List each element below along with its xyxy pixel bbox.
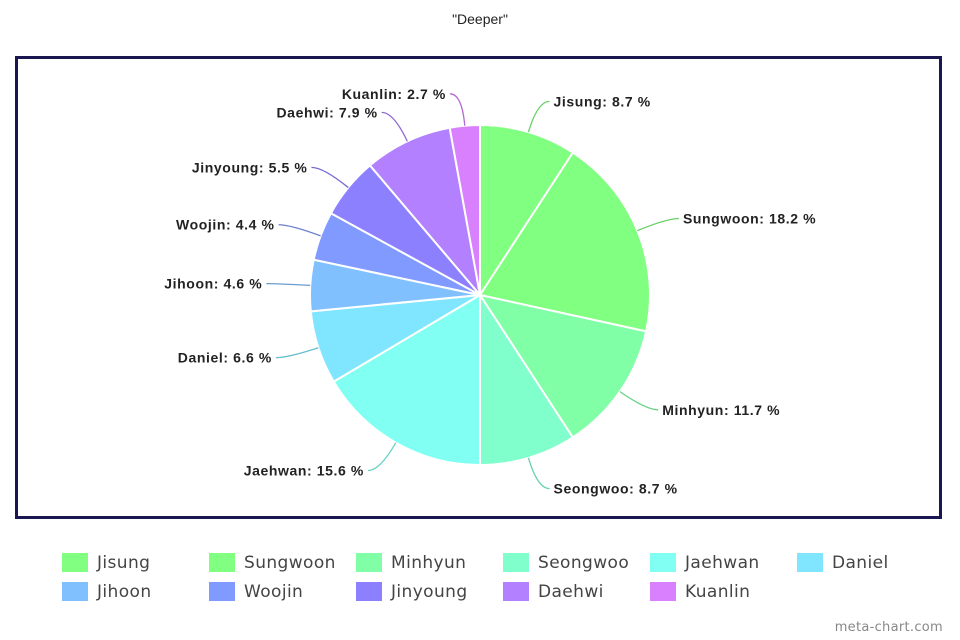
legend: Jisung Sungwoon Minhyun Seongwoo Jaehwan Dani…: [62, 548, 922, 606]
legend-item-sungwoon[interactable]: Sungwoon: [209, 548, 356, 577]
legend-item-jinyoung[interactable]: Jinyoung: [356, 577, 503, 606]
legend-swatch: [503, 553, 529, 572]
watermark: meta-chart.com: [834, 620, 943, 635]
legend-swatch: [356, 553, 382, 572]
legend-label: Daniel: [832, 552, 889, 573]
legend-label: Jisung: [97, 552, 151, 573]
label-connector-jisung: [527, 100, 550, 133]
legend-label: Daehwi: [538, 581, 604, 602]
pie-slice-jaehwan: [332, 293, 481, 467]
legend-item-woojin[interactable]: Woojin: [209, 577, 356, 606]
legend-label: Seongwoo: [538, 552, 630, 573]
legend-item-jihoon[interactable]: Jihoon: [62, 577, 209, 606]
legend-item-daniel[interactable]: Daniel: [797, 548, 944, 577]
slice-label-woojin: Woojin: 4.4 %: [176, 217, 275, 233]
label-connector-jinyoung: [311, 166, 349, 189]
plot-area-frame: [15, 56, 942, 519]
slice-label-seongwoo: Seongwoo: 8.7 %: [554, 481, 678, 497]
legend-label: Kuanlin: [685, 581, 751, 602]
label-connector-kuanlin: [449, 93, 466, 126]
legend-item-seongwoo[interactable]: Seongwoo: [503, 548, 650, 577]
slice-label-jisung: Jisung: 8.7 %: [554, 93, 651, 109]
slice-label-daehwi: Daehwi: 7.9 %: [276, 104, 377, 120]
legend-label: Woojin: [244, 581, 304, 602]
legend-swatch: [797, 553, 823, 572]
label-connector-minhyun: [619, 391, 659, 411]
slice-label-jinyoung: Jinyoung: 5.5 %: [192, 159, 308, 175]
legend-item-kuanlin[interactable]: Kuanlin: [650, 577, 797, 606]
legend-item-jaehwan[interactable]: Jaehwan: [650, 548, 797, 577]
legend-swatch: [356, 582, 382, 601]
legend-swatch: [62, 553, 88, 572]
legend-label: Jihoon: [97, 581, 152, 602]
legend-swatch: [650, 582, 676, 601]
legend-item-daehwi[interactable]: Daehwi: [503, 577, 650, 606]
label-connector-jihoon: [266, 282, 311, 287]
legend-item-jisung[interactable]: Jisung: [62, 548, 209, 577]
label-connector-woojin: [278, 224, 321, 237]
label-connector-daehwi: [381, 111, 408, 142]
pie-slice-daehwi: [368, 126, 482, 299]
legend-swatch: [209, 553, 235, 572]
legend-row: Jihoon Woojin Jinyoung Daehwi Kuanlin: [62, 577, 922, 606]
pie-slice-minhyun: [477, 293, 648, 439]
legend-swatch: [503, 582, 529, 601]
pie-slice-sungwoon: [478, 151, 651, 333]
slice-label-jaehwan: Jaehwan: 15.6 %: [244, 462, 364, 478]
legend-row: Jisung Sungwoon Minhyun Seongwoo Jaehwan Dani…: [62, 548, 922, 577]
slice-label-jihoon: Jihoon: 4.6 %: [164, 276, 262, 292]
slice-label-daniel: Daniel: 6.6 %: [178, 350, 272, 366]
label-connector-jaehwan: [367, 442, 397, 472]
slice-label-sungwoon: Sungwoon: 18.2 %: [683, 210, 816, 226]
legend-label: Sungwoon: [244, 552, 336, 573]
legend-label: Jaehwan: [685, 552, 760, 573]
label-connector-seongwoo: [527, 457, 550, 490]
label-connector-sungwoon: [637, 217, 679, 232]
legend-swatch: [650, 553, 676, 572]
slice-label-kuanlin: Kuanlin: 2.7 %: [342, 86, 446, 102]
label-connector-daniel: [275, 347, 319, 359]
legend-swatch: [209, 582, 235, 601]
legend-item-minhyun[interactable]: Minhyun: [356, 548, 503, 577]
legend-label: Jinyoung: [391, 581, 468, 602]
legend-swatch: [62, 582, 88, 601]
legend-label: Minhyun: [391, 552, 467, 573]
slice-label-minhyun: Minhyun: 11.7 %: [662, 402, 780, 418]
chart-title: "Deeper": [452, 11, 508, 27]
